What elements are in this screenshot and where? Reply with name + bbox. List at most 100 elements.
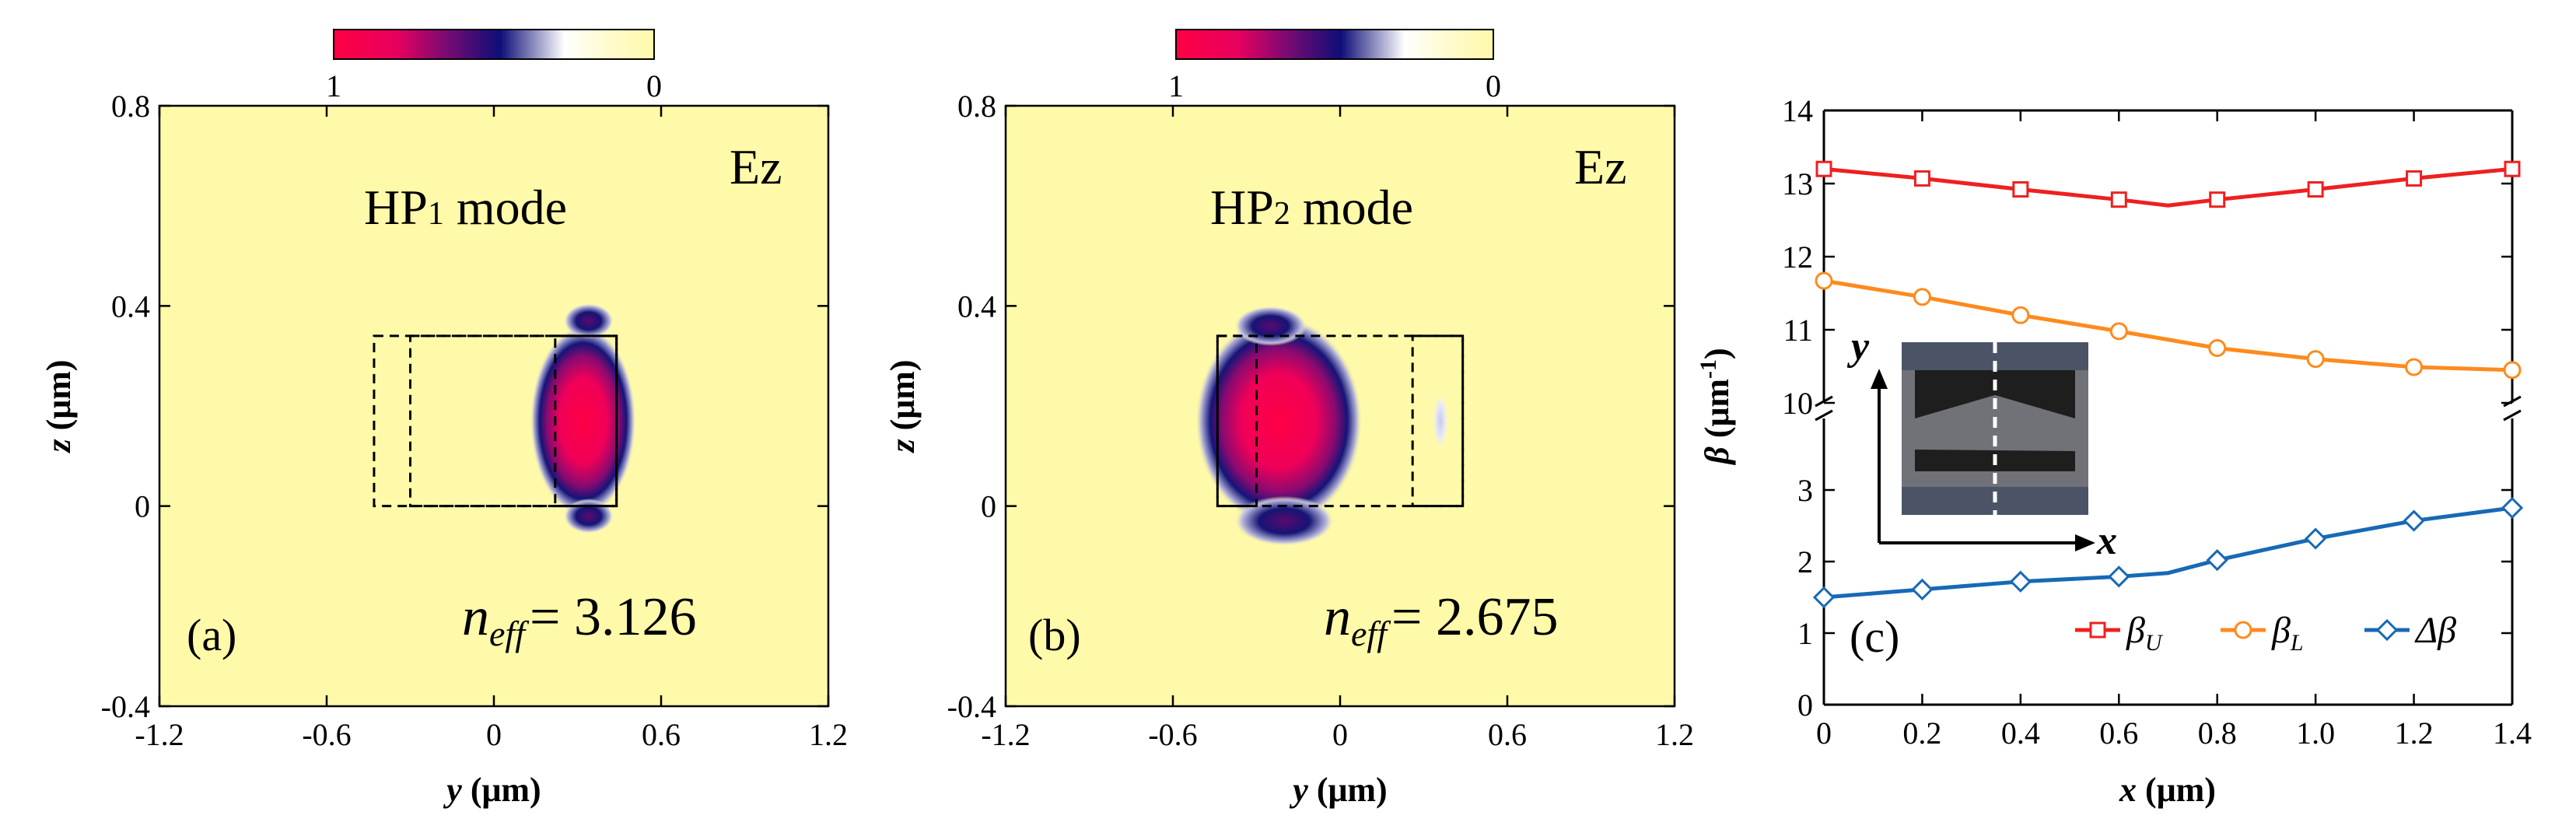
field-lobe: [1234, 306, 1307, 346]
heatmap-a-field: [530, 303, 636, 534]
colorbar-a: 1 0: [326, 29, 662, 103]
legend-label: βU: [2126, 610, 2164, 656]
x-tick-label: -1.2: [981, 717, 1030, 752]
colorbar-a-right-label: 0: [646, 68, 662, 103]
x-tick-label: 1.4: [2493, 716, 2532, 751]
y-tick-label: 10: [1782, 386, 1813, 421]
field-lobe: [563, 499, 614, 534]
data-point-square: [1815, 160, 1832, 177]
y-tick-label: 0.4: [111, 289, 150, 324]
data-point-diamond: [1911, 578, 1934, 601]
mode-label-a: HP1 mode: [364, 180, 567, 235]
y-tick-label: 0: [1797, 688, 1813, 723]
data-point-diamond: [2108, 565, 2130, 588]
neff-label-b: neff= 2.675: [1324, 587, 1558, 653]
data-point-circle: [1815, 271, 1833, 290]
x-tick-label: -0.6: [302, 717, 351, 752]
y-axis-label-c: β (μm-1): [1696, 348, 1736, 465]
x-tick-label: 1.2: [2395, 716, 2434, 751]
field-lobe: [530, 326, 636, 516]
data-point-square: [2504, 160, 2521, 177]
x-tick-label: 0.2: [1902, 716, 1941, 751]
data-point-square: [2012, 181, 2029, 198]
data-point-circle: [2503, 361, 2522, 380]
field-lobe: [1234, 495, 1335, 547]
x-tick-label: 0: [1816, 716, 1832, 751]
y-tick-label: 0: [981, 489, 996, 524]
mode-label-b: HP2 mode: [1210, 180, 1413, 235]
x-tick-label: 1.2: [1655, 717, 1694, 752]
colorbar-b: 1 0: [1168, 29, 1501, 103]
waveguide-outline: [554, 334, 618, 508]
data-point-diamond: [2305, 527, 2327, 550]
colorbar-b-left-label: 1: [1168, 68, 1184, 103]
waveguide-outline: [1216, 334, 1258, 508]
data-point-circle: [2405, 358, 2424, 376]
data-point-circle: [2011, 306, 2030, 324]
data-point-square: [2307, 181, 2324, 198]
panel-label-c: (c): [1850, 611, 1899, 662]
x-tick-label: 1.2: [809, 717, 848, 752]
panel-label-a: (a): [187, 610, 236, 660]
series-line: [1823, 278, 2513, 373]
y-tick-label: 0.8: [957, 89, 996, 124]
series-square: [1815, 160, 2521, 208]
data-point-circle: [2234, 621, 2252, 639]
data-point-circle: [1913, 288, 1931, 306]
x-axis-label-a: y (μm): [443, 771, 541, 809]
field-lobe: [563, 303, 614, 339]
x-axis-label-b: y (μm): [1289, 771, 1387, 809]
x-tick-label: 0: [1332, 717, 1348, 752]
y-axis-label-b: z (μm): [884, 359, 922, 453]
y-tick-label: 1: [1797, 616, 1813, 651]
data-point-circle: [2208, 339, 2227, 357]
data-point-diamond: [1812, 586, 1836, 609]
y-tick-label: 0.8: [111, 89, 150, 124]
legend-label: βL: [2271, 610, 2304, 656]
y-tick-label: 12: [1782, 240, 1813, 275]
data-point-square: [2209, 191, 2226, 208]
heatmap-a-waveguide-outlines: [373, 334, 618, 508]
data-point-diamond: [2501, 496, 2524, 520]
y-tick-label: 14: [1782, 93, 1813, 128]
data-point-square: [2406, 170, 2423, 187]
inset-x-label: x: [2096, 519, 2117, 563]
y-tick-label: -0.4: [947, 689, 996, 724]
x-tick-label: 0.6: [1488, 717, 1527, 752]
panel-b: -1.2 -0.6 0 0.6 1.2 -0.4 0 0.4 0.8 Ez HP2 mode n…: [884, 89, 1694, 809]
line-chart-legend: βU βL Δβ: [2075, 610, 2456, 656]
neff-label-a: neff= 3.126: [462, 587, 696, 653]
legend-item: Δβ: [2364, 610, 2456, 651]
y-tick-label: 0: [135, 489, 150, 524]
colorbar-a-left-label: 1: [326, 68, 341, 103]
heatmap-a-background: [159, 106, 828, 706]
field-component-a: Ez: [730, 139, 782, 194]
inset-schematic: y x: [1846, 324, 2117, 563]
y-tick-label: -0.4: [101, 689, 150, 724]
data-point-diamond: [2403, 509, 2425, 532]
heatmap-a-ticks: -1.2 -0.6 0 0.6 1.2 -0.4 0 0.4 0.8: [101, 89, 848, 752]
line-chart-series: [1812, 160, 2524, 609]
field-lobe: [1195, 316, 1363, 527]
data-point-circle: [2109, 322, 2128, 341]
series-line: [1823, 166, 2513, 208]
colorbar-b-right-label: 0: [1486, 68, 1501, 103]
x-tick-label: -1.2: [135, 717, 184, 752]
x-tick-label: 0.6: [2099, 716, 2138, 751]
y-tick-label: 0.4: [957, 289, 996, 324]
x-axis-label-c: x (μm): [2119, 771, 2216, 809]
y-tick-label: 3: [1797, 473, 1813, 508]
legend-item: βL: [2221, 610, 2304, 656]
x-tick-label: 1.0: [2296, 716, 2335, 751]
inset-y-label: y: [1846, 324, 1870, 369]
y-tick-label: 13: [1782, 166, 1813, 201]
x-tick-label: 0.4: [2001, 716, 2040, 751]
series-diamond: [1812, 496, 2524, 609]
data-point-diamond: [2009, 570, 2032, 593]
x-tick-label: 0.6: [642, 717, 681, 752]
y-axis-label-a: z (μm): [40, 359, 78, 453]
series-line: [1823, 506, 2513, 600]
data-point-square: [2089, 621, 2106, 639]
